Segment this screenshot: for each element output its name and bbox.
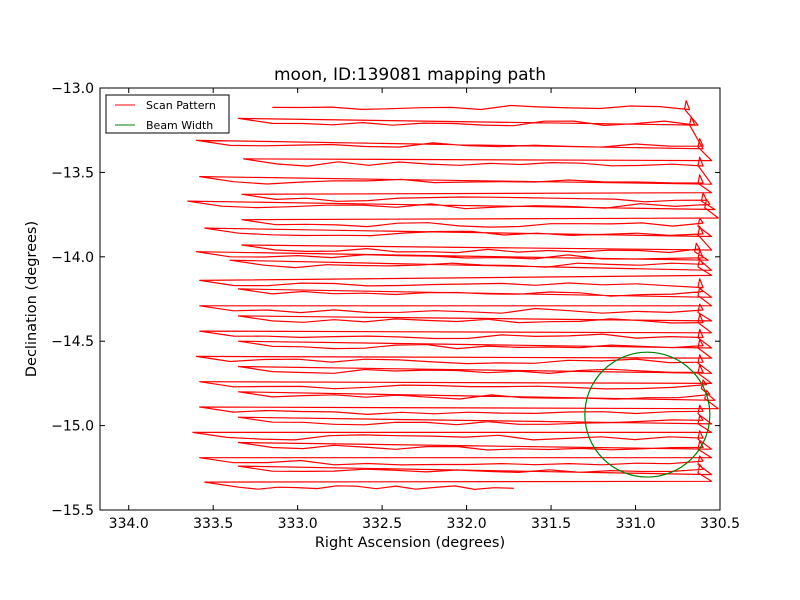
x-tick-label: 331.5 <box>531 516 571 532</box>
x-tick-label: 331.0 <box>615 516 655 532</box>
x-tick-label: 333.0 <box>278 516 318 532</box>
x-tick-label: 332.0 <box>447 516 487 532</box>
x-tick-label: 330.5 <box>700 516 740 532</box>
x-tick-label: 333.5 <box>193 516 233 532</box>
beam-width-series <box>584 351 711 478</box>
chart-title: moon, ID:139081 mapping path <box>274 65 546 85</box>
x-axis-label: Right Ascension (degrees) <box>315 535 505 551</box>
y-tick-label: −14.5 <box>51 334 94 350</box>
y-axis: −13.0 −13.5 −14.0 −14.5 −15.0 −15.5 <box>51 81 720 519</box>
axes-frame <box>99 87 721 511</box>
y-tick-label: −14.0 <box>51 250 94 266</box>
legend-label-beam-width: Beam Width <box>146 119 213 132</box>
y-tick-label: −15.0 <box>51 419 94 435</box>
x-tick-label: 332.5 <box>362 516 402 532</box>
y-tick-label: −13.5 <box>51 165 94 181</box>
y-axis-label: Declination (degrees) <box>24 221 40 377</box>
legend: Scan Pattern Beam Width <box>105 94 230 134</box>
beam-width-circle <box>584 351 711 478</box>
y-tick-label: −15.5 <box>51 503 94 519</box>
y-tick-label: −13.0 <box>51 81 94 97</box>
scan-pattern-series <box>187 100 719 490</box>
scan-pattern-line <box>187 100 719 490</box>
x-tick-label: 334.0 <box>109 516 149 532</box>
legend-box <box>105 94 230 134</box>
legend-label-scan-pattern: Scan Pattern <box>146 99 216 112</box>
x-axis: 334.0 333.5 333.0 332.5 332.0 331.5 331.0 330.5 <box>109 88 740 532</box>
